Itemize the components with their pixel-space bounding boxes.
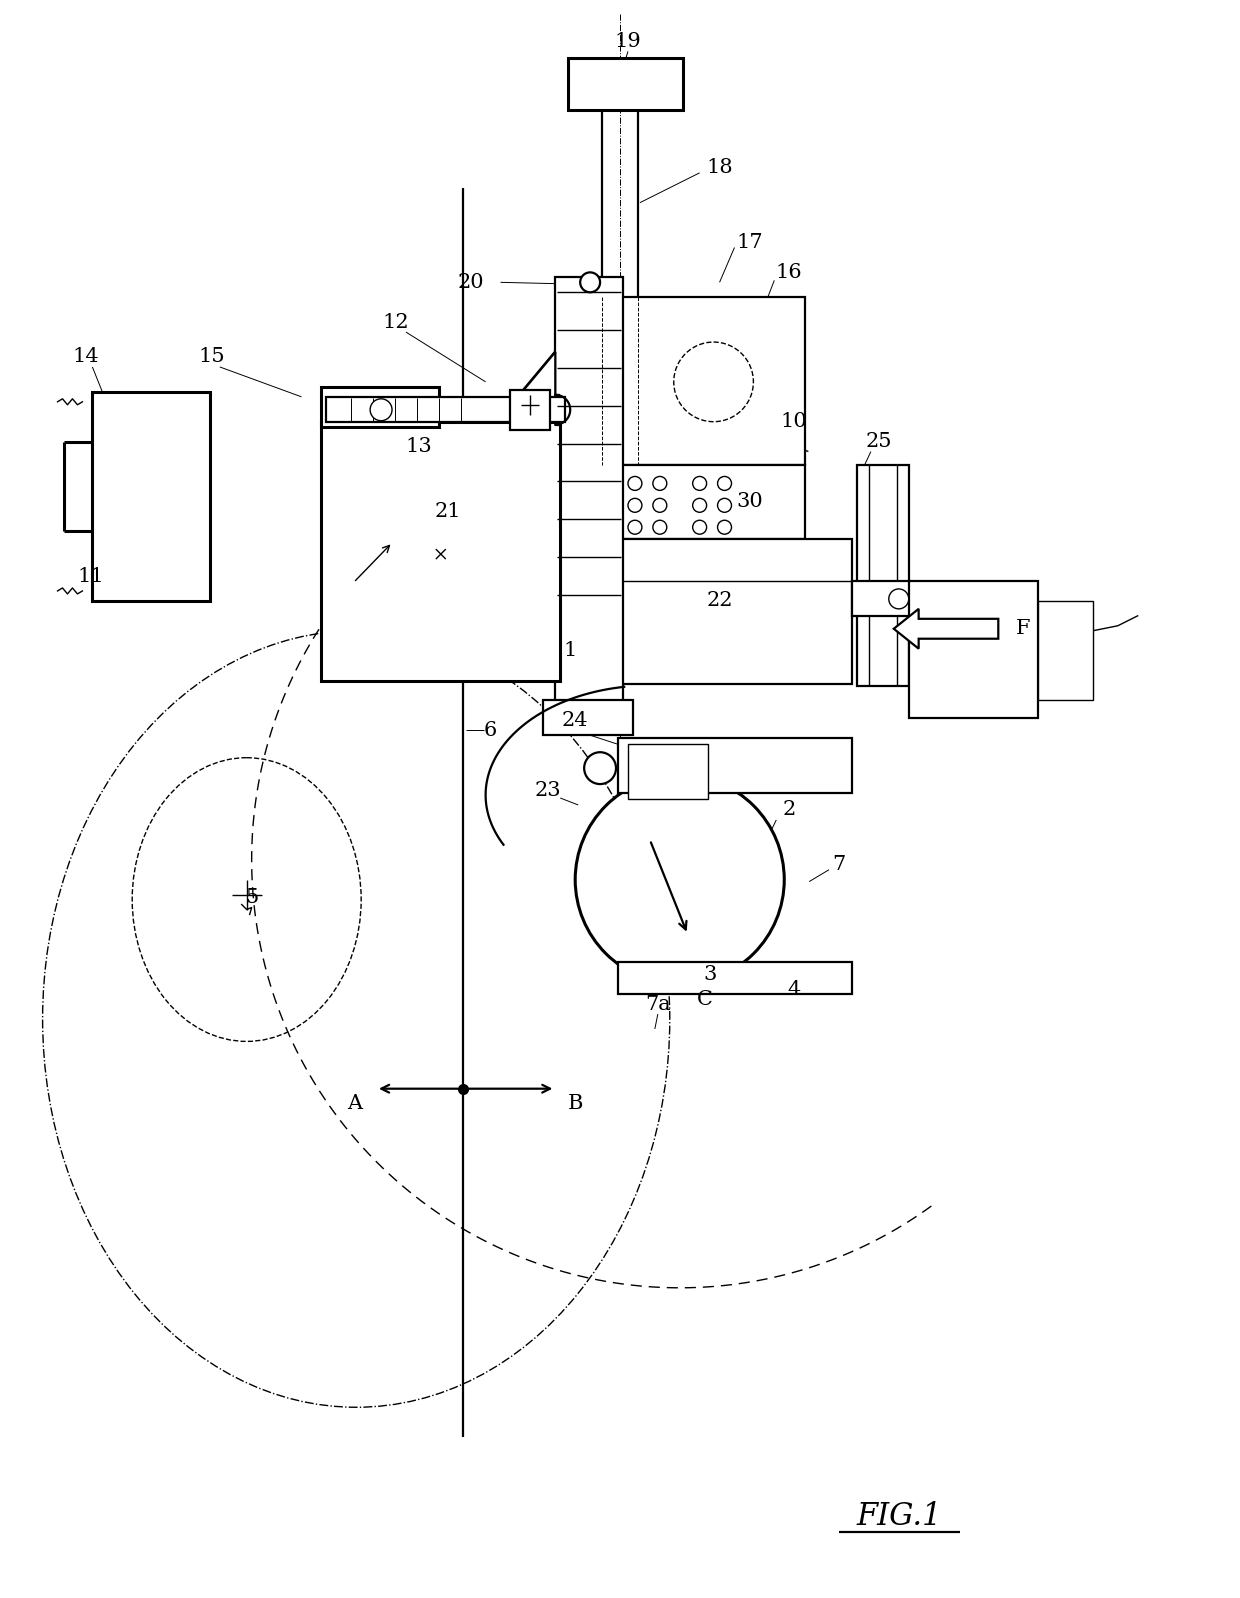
Text: F: F — [1016, 620, 1030, 638]
Circle shape — [627, 521, 642, 534]
Bar — [543, 700, 632, 735]
Bar — [618, 962, 852, 994]
Bar — [511, 390, 551, 430]
Bar — [852, 582, 910, 615]
Circle shape — [889, 590, 909, 609]
Text: 20: 20 — [458, 273, 484, 292]
Circle shape — [718, 476, 732, 491]
Circle shape — [584, 753, 616, 785]
Circle shape — [718, 521, 732, 534]
Text: C: C — [697, 989, 713, 1008]
Text: 15: 15 — [198, 347, 226, 366]
Bar — [1038, 601, 1092, 700]
Bar — [618, 539, 852, 684]
Bar — [909, 582, 1038, 719]
Bar — [92, 392, 210, 601]
Text: 22: 22 — [707, 591, 733, 610]
Circle shape — [575, 775, 784, 984]
Circle shape — [693, 499, 707, 513]
Text: 10: 10 — [781, 412, 807, 431]
Text: 4: 4 — [787, 980, 801, 999]
Bar — [618, 297, 805, 465]
Circle shape — [652, 499, 667, 513]
Text: 6: 6 — [484, 721, 497, 740]
Circle shape — [718, 499, 732, 513]
Circle shape — [693, 476, 707, 491]
Text: 1: 1 — [563, 641, 577, 660]
Circle shape — [627, 476, 642, 491]
Text: 16: 16 — [776, 262, 802, 281]
Text: 7: 7 — [832, 855, 846, 874]
Circle shape — [370, 400, 392, 420]
Bar — [857, 465, 909, 686]
Text: 3: 3 — [703, 965, 717, 984]
Text: 13: 13 — [405, 438, 433, 455]
Text: 11: 11 — [77, 567, 104, 585]
Text: 14: 14 — [72, 347, 99, 366]
Text: 25: 25 — [866, 431, 892, 451]
Polygon shape — [894, 609, 998, 649]
Bar — [556, 278, 622, 716]
Text: 2: 2 — [782, 801, 796, 820]
Text: 23: 23 — [534, 780, 562, 799]
Text: 18: 18 — [707, 158, 733, 177]
Bar — [568, 59, 683, 110]
Text: 12: 12 — [383, 313, 409, 332]
Text: 19: 19 — [615, 32, 641, 51]
Bar — [321, 422, 560, 681]
Text: 7a: 7a — [645, 994, 671, 1013]
Text: B: B — [568, 1095, 583, 1114]
Bar — [326, 396, 565, 422]
Text: 17: 17 — [737, 233, 763, 252]
Text: 21: 21 — [434, 502, 461, 521]
Bar — [627, 745, 708, 799]
Circle shape — [652, 521, 667, 534]
Text: 5: 5 — [246, 888, 258, 908]
Text: A: A — [347, 1095, 362, 1114]
Text: 30: 30 — [737, 492, 763, 511]
Circle shape — [652, 476, 667, 491]
Circle shape — [580, 272, 600, 292]
Circle shape — [693, 521, 707, 534]
Text: FIG.1: FIG.1 — [856, 1501, 941, 1532]
Bar — [321, 387, 439, 427]
Polygon shape — [430, 352, 556, 547]
Text: 24: 24 — [562, 711, 589, 730]
Bar — [618, 465, 805, 539]
Circle shape — [627, 499, 642, 513]
Bar — [618, 738, 852, 793]
